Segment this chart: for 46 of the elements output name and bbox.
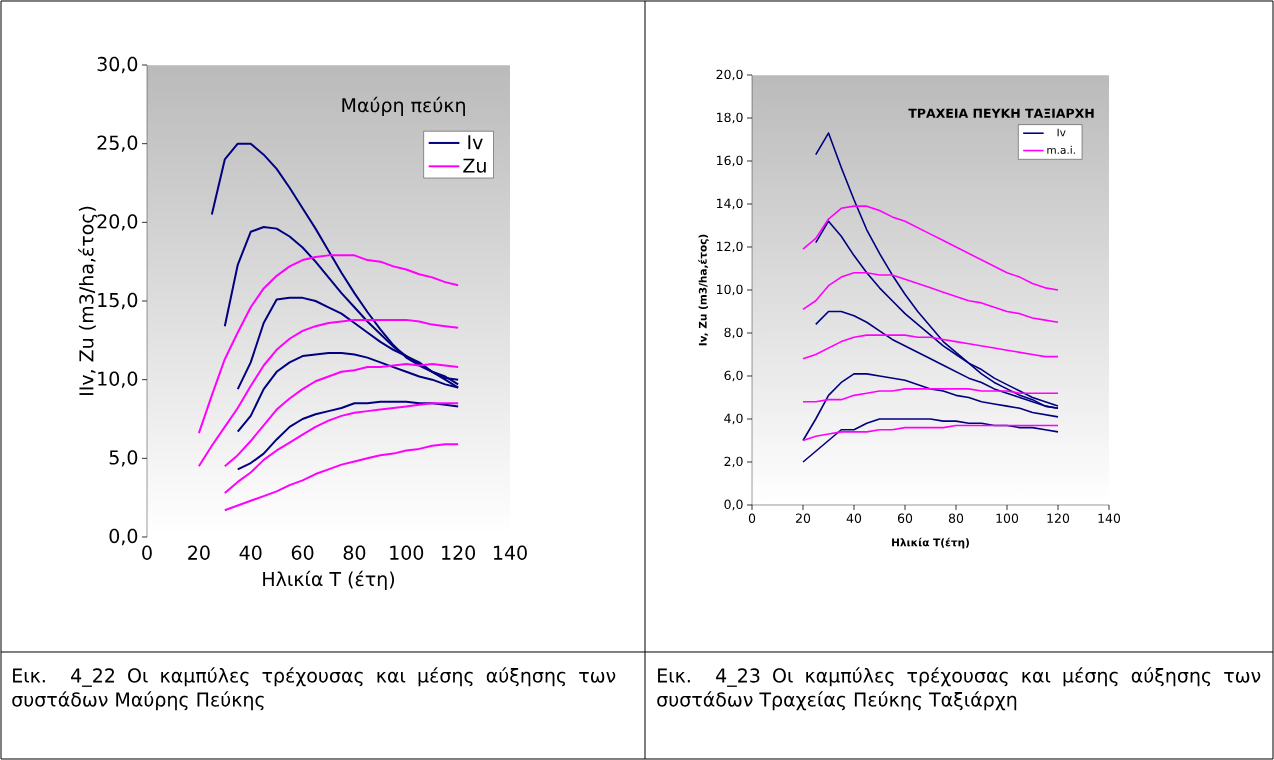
x-tick-label: 140: [493, 545, 527, 560]
y-tick-label: 20,0: [97, 214, 138, 231]
x-tick-label: 100: [996, 513, 1019, 523]
x-tick-label: 20: [795, 513, 811, 523]
x-tick-label: 20: [188, 545, 210, 560]
x-tick-label: 80: [948, 513, 964, 523]
y-tick-label: 0,0: [724, 499, 743, 511]
y-tick-label: 6,0: [724, 370, 743, 382]
x-tick-label: 40: [239, 545, 262, 560]
legend-label: Iv: [468, 135, 483, 150]
y-axis-title: IIv, Zu (m3/ha,έτος): [78, 206, 98, 395]
y-tick-label: 25,0: [97, 135, 138, 152]
y-tick-label: 10,0: [98, 371, 138, 388]
y-tick-label: 0,0: [109, 528, 138, 546]
y-tick-label: 5,0: [109, 450, 138, 467]
y-tick-label: 15,0: [98, 292, 138, 310]
legend-label: Zu: [463, 158, 486, 173]
x-tick-label: 0: [142, 545, 152, 560]
x-tick-label: 120: [442, 545, 476, 560]
text: ΤΡΑΧΕΙΑ ΠΕΥΚΗ ΤΑΞΙΑΡΧΗ: [908, 108, 1094, 118]
y-tick-label: 20,0: [716, 69, 743, 81]
text: Εικ. 4_22 Οι καμπύλες τρέχουσας και μέσης αύξησης των συστάδων Μαύρης Πεύκης: [12, 667, 616, 711]
legend-label: m.a.i.: [1047, 145, 1075, 154]
x-tick-label: 0: [748, 513, 756, 523]
y-tick-label: 4,0: [724, 413, 743, 425]
x-tick-label: 40: [846, 513, 862, 523]
y-tick-label: 2,0: [724, 456, 743, 468]
x-tick-label: 120: [1047, 513, 1070, 523]
y-tick-label: 14,0: [717, 198, 743, 210]
x-axis-title: Ηλικία Τ(έτη): [892, 537, 969, 549]
x-tick-label: 80: [343, 545, 366, 560]
y-axis-title: Iv, Zu (m3/ha,έτος): [698, 234, 709, 346]
y-tick-label: 16,0: [717, 155, 743, 167]
x-tick-label: 100: [390, 545, 424, 560]
y-tick-label: 10,0: [717, 284, 743, 296]
x-tick-label: 60: [291, 545, 314, 560]
y-tick-label: 18,0: [717, 112, 743, 124]
text: Μαύρη πεύκη: [342, 96, 465, 116]
x-tick-label: 140: [1098, 513, 1121, 523]
x-axis-title: Ηλικία Τ (έτη): [263, 570, 395, 590]
text: Εικ. 4_23 Οι καμπύλες τρέχουσας και μέσης αύξησης των συστάδων Τραχείας Πεύκης Ταξιάρχη: [657, 667, 1261, 711]
y-tick-label: 12,0: [717, 241, 743, 253]
y-tick-label: 8,0: [724, 327, 743, 339]
legend-label: Iv: [1057, 128, 1066, 137]
x-tick-label: 60: [897, 513, 913, 523]
y-tick-label: 30,0: [97, 56, 138, 74]
